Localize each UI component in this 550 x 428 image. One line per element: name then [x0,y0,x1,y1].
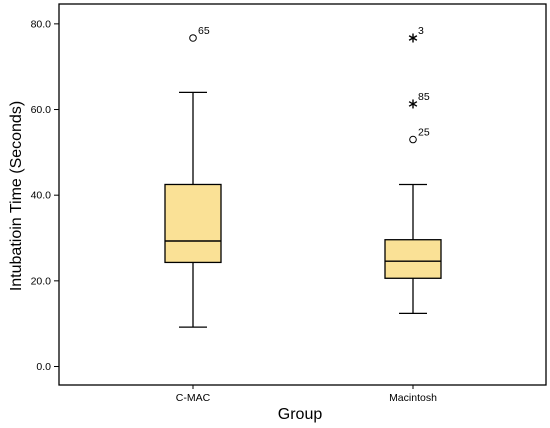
y-axis-title: Intubatioin Time (Seconds) [8,101,25,291]
outlier-label: 25 [418,127,430,139]
iqr-box [164,183,222,264]
outlier-label: 65 [198,25,210,37]
x-tick-label: Macintosh [389,392,437,404]
outlier-point: 85 [408,91,430,109]
outliers-group: 65 3 85 25 [189,25,430,144]
y-tick-label: 80.0 [31,18,52,30]
box-macintosh [384,183,442,315]
x-tick-label: C-MAC [176,392,211,404]
x-ticks-group: C-MAC Macintosh [176,385,437,404]
outlier-star-stroke [408,35,418,41]
outlier-point: 65 [189,25,210,42]
y-tick-label: 60.0 [31,104,52,116]
outlier-circle [189,34,197,42]
y-ticks-group: 0.0 20.0 40.0 60.0 80.0 [31,18,59,373]
outlier-label: 85 [418,91,430,103]
iqr-box [384,239,442,279]
outlier-star-stroke [408,101,418,107]
outlier-point: 3 [408,25,424,43]
boxes-group [164,91,442,328]
y-tick-label: 40.0 [31,190,52,202]
plot-frame-group [58,3,547,386]
outlier-circle [409,135,417,144]
y-tick-label: 0.0 [36,361,51,373]
outlier-point: 25 [409,127,430,144]
plot-frame [58,3,547,386]
x-axis-title: Group [278,406,323,423]
box-c-mac [164,91,222,328]
y-tick-label: 20.0 [31,275,52,287]
outlier-label: 3 [418,25,424,37]
